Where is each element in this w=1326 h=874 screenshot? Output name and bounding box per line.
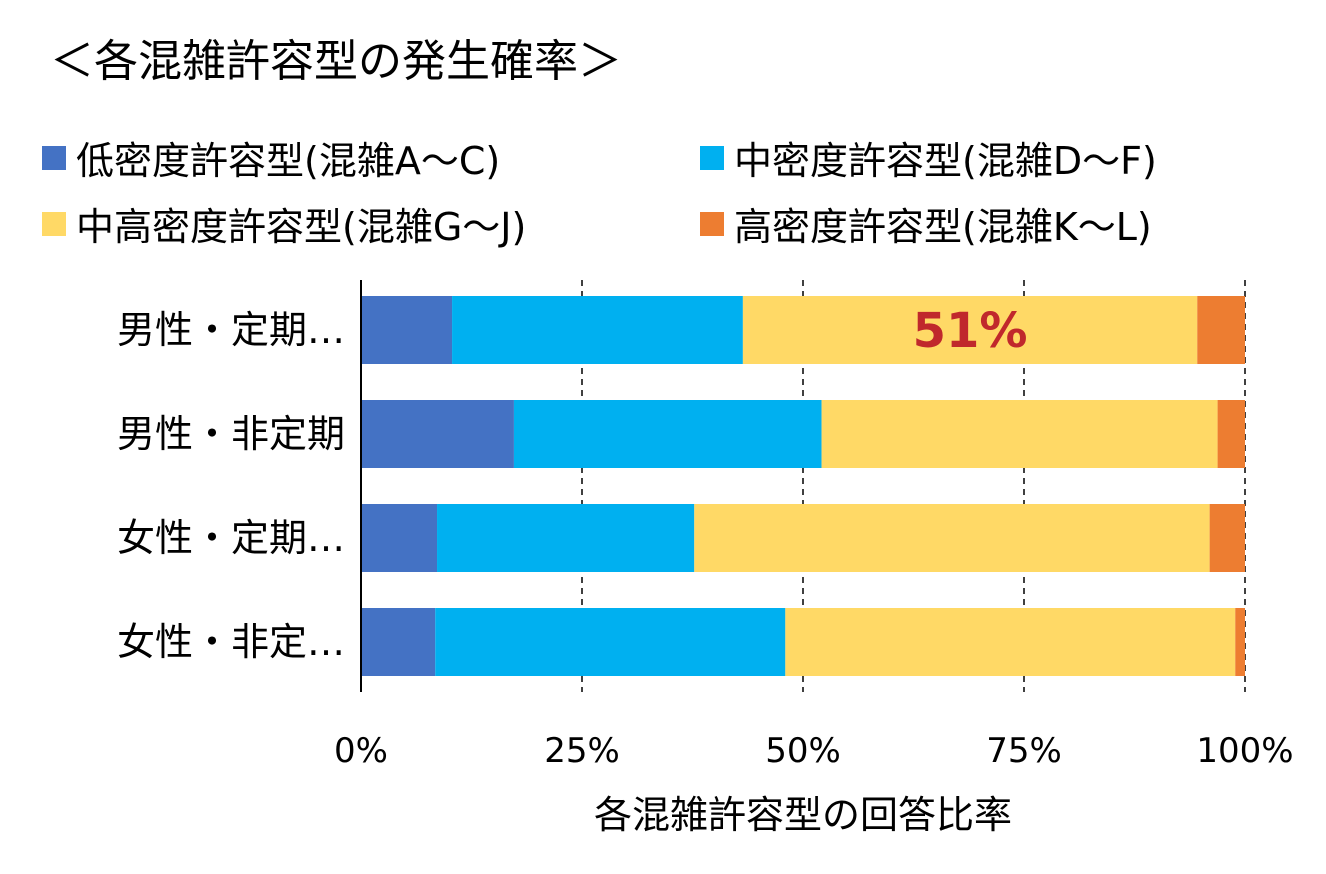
legend-label-3: 中高密度許容型(混雑G～J)	[76, 205, 526, 249]
chart-annotations: 51%	[913, 303, 1028, 359]
chart-bars	[361, 296, 1245, 676]
bar-segment-c4-s1	[361, 608, 436, 676]
chart-title: ＜各混雑許容型の発生確率＞	[50, 36, 622, 87]
legend-label-1: 低密度許容型(混雑A～C)	[76, 139, 500, 183]
legend-swatch-1	[42, 146, 66, 170]
bar-segment-c2-s2	[513, 400, 822, 468]
category-label-1: 男性・定期…	[117, 308, 345, 352]
x-axis-label: 各混雑許容型の回答比率	[594, 793, 1012, 837]
bar-segment-c2-s1	[361, 400, 514, 468]
x-tick-label-2: 25%	[544, 731, 620, 771]
bar-segment-c1-s2	[452, 296, 743, 364]
bar-segment-c1-s3	[742, 296, 1198, 364]
legend-label-4: 高密度許容型(混雑K～L)	[734, 205, 1152, 249]
x-tick-label-3: 50%	[765, 731, 841, 771]
bar-segment-c4-s4	[1235, 608, 1245, 676]
bar-segment-c1-s4	[1197, 296, 1245, 364]
bar-segment-c2-s4	[1217, 400, 1245, 468]
bar-segment-c3-s1	[361, 504, 438, 572]
category-label-2: 男性・非定期	[117, 412, 345, 456]
bar-segment-c4-s2	[435, 608, 786, 676]
bar-segment-c1-s1	[361, 296, 453, 364]
category-label-3: 女性・定期…	[117, 516, 345, 560]
legend-swatch-3	[42, 212, 66, 236]
x-tick-label-5: 100%	[1196, 731, 1293, 771]
bar-segment-c2-s3	[821, 400, 1218, 468]
legend-swatch-2	[700, 146, 724, 170]
bar-segment-c3-s4	[1209, 504, 1245, 572]
x-tick-label-1: 0%	[334, 731, 388, 771]
x-tick-labels: 0% 25% 50% 75% 100%	[334, 731, 1294, 771]
bar-segment-c3-s2	[437, 504, 695, 572]
bar-segment-c3-s3	[694, 504, 1210, 572]
legend-label-2: 中密度許容型(混雑D～F)	[734, 139, 1157, 183]
bar-segment-c4-s3	[785, 608, 1236, 676]
legend-swatch-4	[700, 212, 724, 236]
category-label-4: 女性・非定…	[117, 620, 345, 664]
annotation-label-1: 51%	[913, 303, 1028, 359]
chart-legend: 低密度許容型(混雑A～C) 中密度許容型(混雑D～F) 中高密度許容型(混雑G～J)…	[42, 139, 1157, 249]
x-tick-label-4: 75%	[986, 731, 1062, 771]
